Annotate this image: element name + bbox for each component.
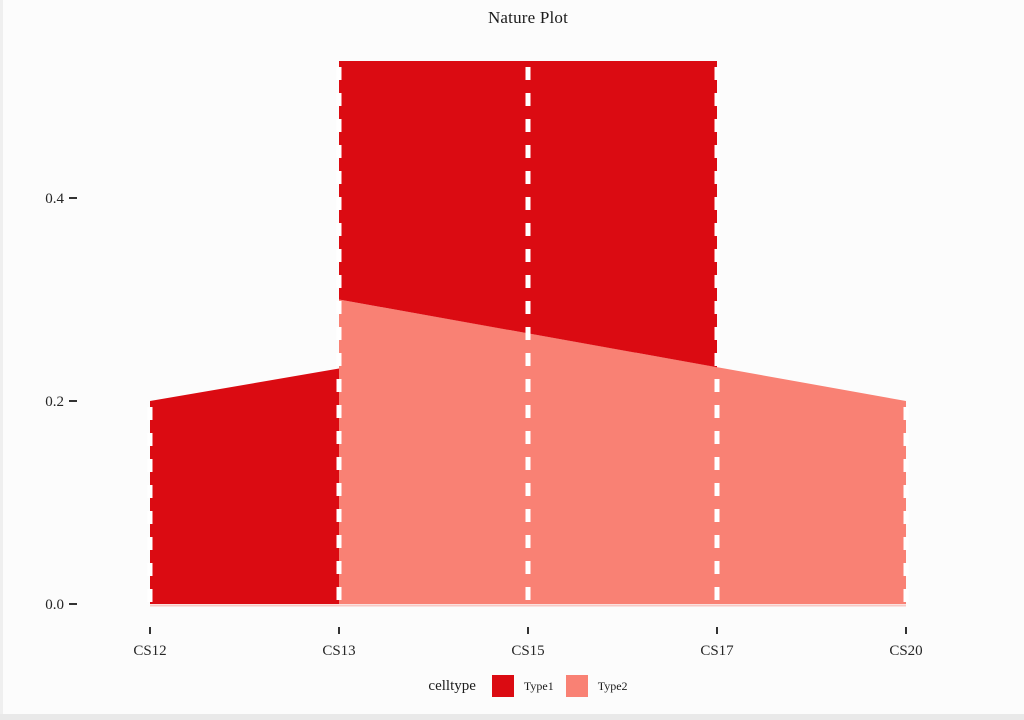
legend: celltype Type1 Type2 [150,672,906,700]
legend-label-type2: Type2 [597,678,628,693]
legend-label-type1: Type1 [523,678,554,693]
area-type1-cs13-cs17 [339,60,717,368]
x-tick-label-CS20: CS20 [889,643,922,659]
x-tick-label-CS12: CS12 [133,643,166,659]
type2-swatch-icon [565,675,588,697]
x-tick-label-CS15: CS15 [511,643,544,659]
legend-title: celltype [428,677,476,694]
x-tick-label-CS17: CS17 [700,643,734,659]
x-tick-label-CS13: CS13 [322,643,355,659]
legend-item-type2: Type2 [565,675,628,697]
window-edge-bottom [0,714,1024,720]
y-tick-label-0.2: 0.2 [45,394,64,410]
chart-title: Nature Plot [487,8,569,27]
legend-item-type1: Type1 [491,675,554,697]
y-tick-label-0.4: 0.4 [45,191,64,207]
y-tick-label-0.0: 0.0 [45,597,64,613]
area-type1-cs12-cs13 [150,368,339,604]
area-type2-cs13-cs20 [339,299,906,604]
type1-swatch-icon [491,675,514,697]
window-edge-left [0,0,3,720]
